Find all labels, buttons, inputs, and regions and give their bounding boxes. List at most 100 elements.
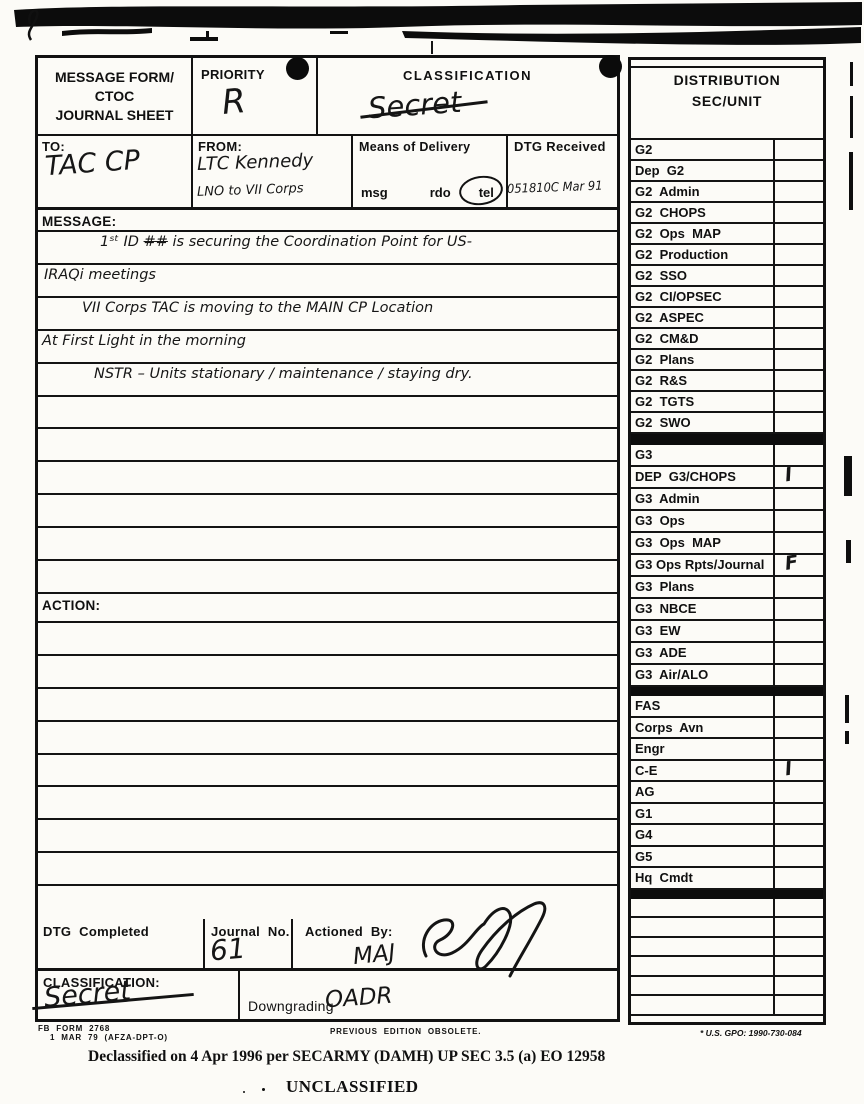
message-line[interactable] xyxy=(38,495,617,529)
distribution-mark-cell[interactable] xyxy=(773,803,823,823)
action-line[interactable] xyxy=(38,755,617,788)
distribution-mark-cell[interactable] xyxy=(773,287,823,306)
journal-no-handwritten-value: 61 xyxy=(208,931,248,968)
action-line[interactable] xyxy=(38,787,617,821)
distribution-mark-cell[interactable] xyxy=(773,621,823,641)
means-of-delivery-label: Means of Delivery xyxy=(359,140,471,154)
downgrading-field[interactable]: Downgrading xyxy=(240,971,617,1019)
distribution-mark-cell[interactable] xyxy=(773,161,823,180)
action-line[interactable] xyxy=(38,722,617,755)
to-label: TO: xyxy=(42,139,66,154)
distribution-mark-cell[interactable] xyxy=(773,846,823,866)
distribution-row-blank[interactable] xyxy=(631,996,823,1016)
distribution-mark-cell[interactable] xyxy=(773,599,823,619)
section-divider xyxy=(631,434,823,445)
distribution-row-blank[interactable] xyxy=(631,957,823,977)
distribution-row: FAS xyxy=(631,696,823,718)
distribution-panel: DISTRIBUTION SEC/UNIT G2 Dep G2 G2 Admin xyxy=(628,57,826,1025)
distribution-unit-label: G2 xyxy=(635,142,653,157)
message-line[interactable] xyxy=(38,462,617,496)
distribution-mark-cell[interactable] xyxy=(773,782,823,802)
distribution-mark-cell[interactable]: I xyxy=(773,757,823,780)
distribution-row: G3 Ops xyxy=(631,511,823,533)
gpo-note: * U.S. GPO: 1990-730-084 xyxy=(700,1028,802,1038)
message-line[interactable]: At First Light in the morning xyxy=(38,331,617,364)
distribution-mark-cell[interactable] xyxy=(773,140,823,159)
distribution-mark-cell[interactable]: F xyxy=(773,551,823,575)
distribution-mark-cell[interactable] xyxy=(773,224,823,243)
distribution-row-blank[interactable] xyxy=(631,918,823,938)
distribution-unit-label: G4 xyxy=(635,827,653,842)
action-line[interactable] xyxy=(38,853,617,887)
distribution-mark-cell[interactable] xyxy=(773,577,823,597)
classification-bottom-field[interactable]: CLASSIFICATION: xyxy=(38,971,240,1020)
distribution-mark-cell[interactable] xyxy=(773,825,823,845)
journal-no-field[interactable]: Journal No. xyxy=(205,919,293,969)
distribution-row-blank[interactable] xyxy=(631,898,823,918)
from-handwritten-line1: LTC Kennedy xyxy=(196,149,314,176)
distribution-mark-cell[interactable] xyxy=(773,329,823,348)
message-line[interactable]: 1ˢᵗ ID ## is securing the Coordination P… xyxy=(38,232,617,265)
distribution-mark-cell[interactable] xyxy=(773,182,823,201)
delivery-option-tel[interactable]: tel xyxy=(478,185,494,200)
distribution-unit-label: G2 Production xyxy=(635,247,729,262)
distribution-mark-cell[interactable] xyxy=(773,511,823,531)
distribution-unit-label: G2 CM&D xyxy=(635,331,699,346)
message-line[interactable]: VII Corps TAC is moving to the MAIN CP L… xyxy=(38,298,617,331)
message-line[interactable] xyxy=(38,528,617,562)
action-line[interactable] xyxy=(38,623,617,656)
distribution-row: G3 Ops Rpts/Journal F xyxy=(631,551,823,577)
distribution-unit-label: G2 Admin xyxy=(635,184,700,199)
scan-edge-mark xyxy=(845,695,849,723)
distribution-mark-cell[interactable] xyxy=(773,643,823,663)
distribution-header-line1: DISTRIBUTION xyxy=(673,72,781,88)
dtg-received-field[interactable]: DTG Received xyxy=(508,136,617,207)
distribution-mark-cell[interactable] xyxy=(773,445,823,465)
message-line[interactable]: IRAQi meetings xyxy=(38,265,617,298)
distribution-mark-cell[interactable] xyxy=(773,533,823,553)
distribution-mark-cell[interactable] xyxy=(773,392,823,411)
action-line[interactable] xyxy=(38,656,617,689)
message-line[interactable]: NSTR – Units stationary / maintenance / … xyxy=(38,364,617,397)
distribution-mark-cell[interactable] xyxy=(773,489,823,509)
distribution-mark-cell[interactable] xyxy=(773,308,823,327)
delivery-option-rdo[interactable]: rdo xyxy=(429,185,451,200)
dtg-completed-field[interactable]: DTG Completed xyxy=(38,919,205,969)
distribution-mark-cell[interactable] xyxy=(773,245,823,264)
distribution-unit-label: G2 R&S xyxy=(635,373,688,388)
means-of-delivery-field[interactable]: Means of Delivery msg rdo tel xyxy=(353,136,508,207)
distribution-mark-cell[interactable] xyxy=(773,350,823,369)
message-line[interactable] xyxy=(38,429,617,463)
distribution-mark-cell[interactable] xyxy=(773,266,823,285)
message-label: MESSAGE: xyxy=(42,214,117,229)
action-line[interactable] xyxy=(38,820,617,854)
distribution-row: G2 CHOPS xyxy=(631,203,823,224)
classification-field[interactable]: CLASSIFICATION xyxy=(318,58,617,134)
distribution-row-blank[interactable] xyxy=(631,976,823,996)
distribution-mark-cell[interactable] xyxy=(773,413,823,432)
distribution-mark-cell[interactable] xyxy=(773,665,823,685)
distribution-row-blank[interactable] xyxy=(631,937,823,957)
actioned-by-field[interactable]: Actioned By: xyxy=(293,919,617,968)
priority-field[interactable]: PRIORITY xyxy=(193,58,318,134)
actioned-by-signature xyxy=(421,901,547,978)
action-line[interactable] xyxy=(38,689,617,722)
distribution-mark-cell[interactable] xyxy=(773,203,823,222)
distribution-mark-cell[interactable] xyxy=(773,371,823,390)
action-section-header: ACTION: xyxy=(38,594,617,623)
distribution-mark-cell[interactable] xyxy=(773,868,823,888)
distribution-mark-cell[interactable]: I xyxy=(773,464,823,487)
to-field[interactable]: TO: xyxy=(38,136,193,207)
from-field[interactable]: FROM: xyxy=(193,136,353,207)
distribution-row: G3 NBCE xyxy=(631,599,823,621)
delivery-option-msg[interactable]: msg xyxy=(361,185,388,200)
message-line[interactable] xyxy=(38,561,617,594)
hole-punch-dot-right xyxy=(599,55,622,78)
distribution-row: Engr xyxy=(631,739,823,761)
distribution-unit-label: G3 ADE xyxy=(635,645,687,660)
distribution-mark-cell[interactable] xyxy=(773,717,823,737)
distribution-mark-cell[interactable] xyxy=(773,696,823,716)
distribution-mark-cell[interactable] xyxy=(773,739,823,759)
distribution-header-line2: SEC/UNIT xyxy=(691,93,763,109)
message-line[interactable] xyxy=(38,397,617,430)
